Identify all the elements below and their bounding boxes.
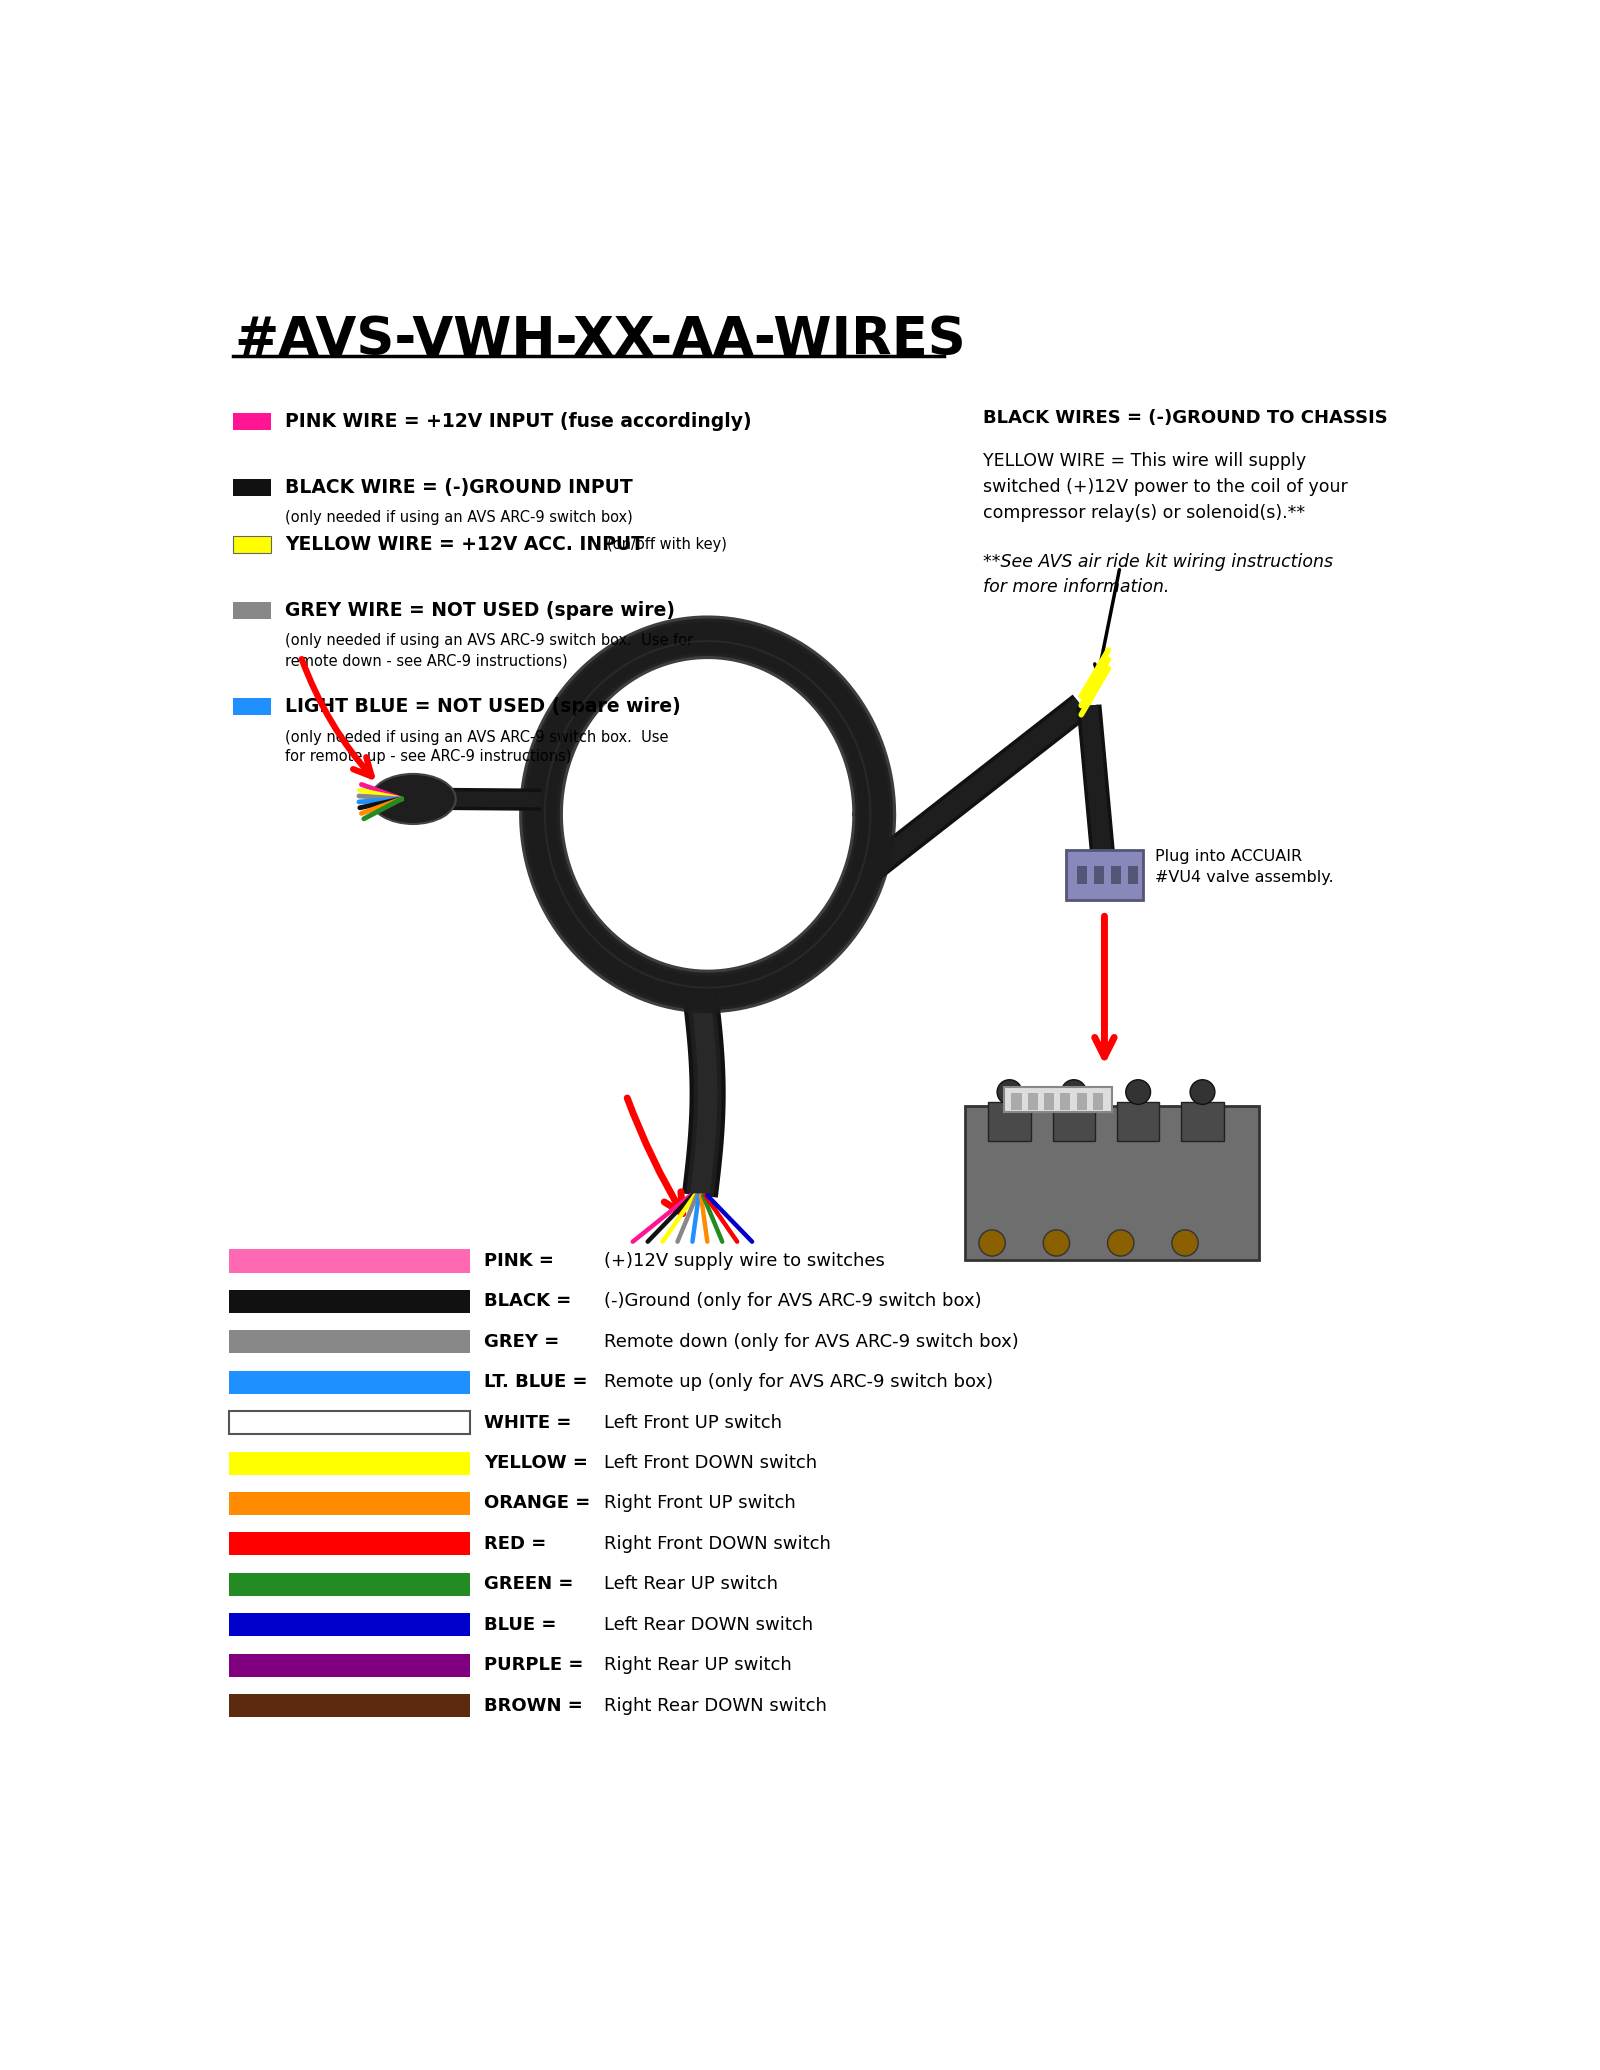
Text: **See AVS air ride kit wiring instructions
for more information.: **See AVS air ride kit wiring instructio…	[982, 553, 1333, 596]
Circle shape	[997, 1081, 1022, 1105]
Text: LT. BLUE =: LT. BLUE =	[483, 1372, 587, 1391]
Bar	[989, 1101, 1030, 1141]
Text: Left Front DOWN switch: Left Front DOWN switch	[603, 1453, 818, 1472]
Text: BLACK =: BLACK =	[483, 1292, 571, 1310]
Text: RED =: RED =	[483, 1536, 546, 1552]
Circle shape	[1190, 1081, 1214, 1105]
Text: Remote up (only for AVS ARC-9 switch box): Remote up (only for AVS ARC-9 switch box…	[603, 1372, 994, 1391]
Text: BLUE =: BLUE =	[483, 1617, 557, 1633]
Text: Left Rear UP switch: Left Rear UP switch	[603, 1575, 778, 1594]
Text: Left Rear DOWN switch: Left Rear DOWN switch	[603, 1617, 813, 1633]
Circle shape	[1043, 1230, 1069, 1256]
Bar	[229, 1532, 470, 1555]
Text: (+)12V supply wire to switches: (+)12V supply wire to switches	[603, 1252, 885, 1271]
Bar	[1053, 1101, 1094, 1141]
Text: BLACK WIRE = (-)GROUND INPUT: BLACK WIRE = (-)GROUND INPUT	[285, 478, 634, 497]
Text: (only needed if using an AVS ARC-9 switch box.  Use
for remote up - see ARC-9 in: (only needed if using an AVS ARC-9 switc…	[285, 729, 669, 764]
Text: Remote down (only for AVS ARC-9 switch box): Remote down (only for AVS ARC-9 switch b…	[603, 1333, 1019, 1352]
Bar	[232, 536, 272, 553]
Bar	[229, 1613, 470, 1635]
Bar	[1066, 851, 1144, 900]
Bar	[1011, 1093, 1021, 1110]
Bar	[229, 1290, 470, 1312]
Bar	[232, 478, 272, 495]
Bar	[1094, 865, 1104, 884]
Text: Right Rear UP switch: Right Rear UP switch	[603, 1656, 792, 1675]
Bar	[965, 1105, 1259, 1261]
Bar	[1045, 1093, 1054, 1110]
Bar	[1077, 865, 1086, 884]
Text: WHITE =: WHITE =	[483, 1414, 571, 1432]
Bar	[229, 1573, 470, 1596]
Bar	[1003, 1087, 1112, 1112]
Text: BLACK WIRES = (-)GROUND TO CHASSIS: BLACK WIRES = (-)GROUND TO CHASSIS	[982, 408, 1387, 426]
Text: LIGHT BLUE = NOT USED (spare wire): LIGHT BLUE = NOT USED (spare wire)	[285, 698, 682, 716]
Text: GREY =: GREY =	[483, 1333, 558, 1352]
Text: YELLOW WIRE = This wire will supply
switched (+)12V power to the coil of your
co: YELLOW WIRE = This wire will supply swit…	[982, 453, 1347, 522]
Text: ORANGE =: ORANGE =	[483, 1495, 590, 1513]
Text: BROWN =: BROWN =	[483, 1697, 582, 1714]
Bar	[232, 414, 272, 431]
Text: Right Front UP switch: Right Front UP switch	[603, 1495, 795, 1513]
Circle shape	[1126, 1081, 1150, 1105]
Bar	[232, 536, 272, 553]
Text: Plug into ACCUAIR
#VU4 valve assembly.: Plug into ACCUAIR #VU4 valve assembly.	[1155, 849, 1333, 886]
Bar	[1112, 865, 1120, 884]
Text: Right Front DOWN switch: Right Front DOWN switch	[603, 1536, 830, 1552]
Bar	[229, 1693, 470, 1718]
Bar	[1128, 865, 1138, 884]
Circle shape	[1061, 1081, 1086, 1105]
Bar	[1077, 1093, 1086, 1110]
Bar	[229, 1331, 470, 1354]
Bar	[1061, 1093, 1070, 1110]
Text: Right Rear DOWN switch: Right Rear DOWN switch	[603, 1697, 827, 1714]
Bar	[232, 602, 272, 619]
Text: PURPLE =: PURPLE =	[483, 1656, 582, 1675]
Bar	[232, 698, 272, 714]
Text: (on/off with key): (on/off with key)	[606, 538, 726, 553]
Text: (-)Ground (only for AVS ARC-9 switch box): (-)Ground (only for AVS ARC-9 switch box…	[603, 1292, 981, 1310]
Bar	[229, 1492, 470, 1515]
Text: PINK =: PINK =	[483, 1252, 554, 1271]
Text: YELLOW =: YELLOW =	[483, 1453, 587, 1472]
Bar	[1181, 1101, 1224, 1141]
Bar	[229, 1654, 470, 1677]
Bar	[1027, 1093, 1038, 1110]
Text: GREEN =: GREEN =	[483, 1575, 573, 1594]
Bar	[229, 1370, 470, 1393]
Text: (only needed if using an AVS ARC-9 switch box.  Use for
remote down - see ARC-9 : (only needed if using an AVS ARC-9 switc…	[285, 633, 693, 669]
Text: Left Front UP switch: Left Front UP switch	[603, 1414, 782, 1432]
Circle shape	[1107, 1230, 1134, 1256]
Bar	[229, 1412, 470, 1435]
Ellipse shape	[371, 774, 456, 824]
Text: #AVS-VWH-XX-AA-WIRES: #AVS-VWH-XX-AA-WIRES	[235, 315, 966, 366]
Text: (only needed if using an AVS ARC-9 switch box): (only needed if using an AVS ARC-9 switc…	[285, 509, 634, 526]
Bar	[1093, 1093, 1102, 1110]
Bar	[1117, 1101, 1160, 1141]
Circle shape	[1171, 1230, 1198, 1256]
Text: YELLOW WIRE = +12V ACC. INPUT: YELLOW WIRE = +12V ACC. INPUT	[285, 536, 645, 555]
Bar	[229, 1250, 470, 1273]
Text: PINK WIRE = +12V INPUT (fuse accordingly): PINK WIRE = +12V INPUT (fuse accordingly…	[285, 412, 752, 431]
Bar	[229, 1451, 470, 1474]
Text: GREY WIRE = NOT USED (spare wire): GREY WIRE = NOT USED (spare wire)	[285, 600, 675, 619]
Circle shape	[979, 1230, 1005, 1256]
Bar	[229, 1412, 470, 1435]
